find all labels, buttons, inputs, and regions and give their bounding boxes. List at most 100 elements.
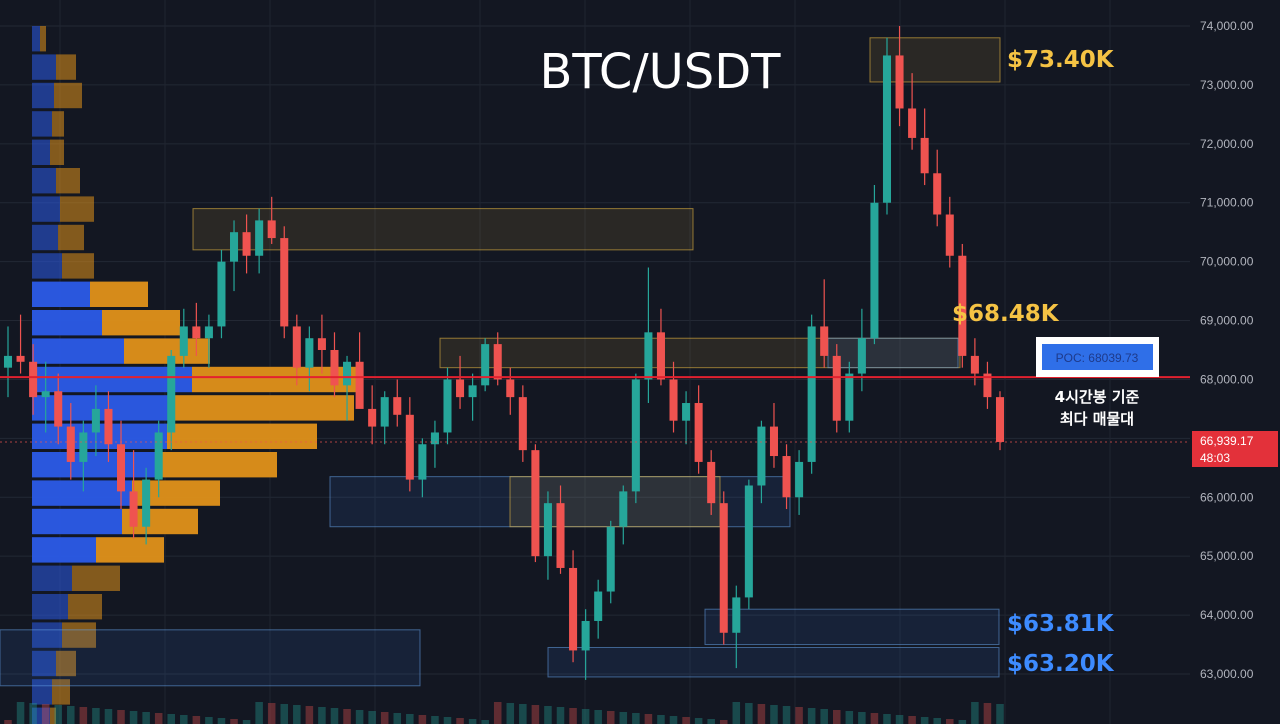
volume-bar-up (32, 54, 56, 80)
price-tick-label: 64,000.00 (1200, 608, 1254, 622)
volume-bar (129, 711, 138, 724)
candle-body (970, 355, 979, 374)
candle-body (744, 485, 753, 598)
candle-body (631, 379, 640, 492)
volume-bar (971, 702, 979, 724)
volume-bar-down (62, 622, 96, 648)
candle-body (569, 567, 578, 651)
volume-bar (870, 713, 879, 724)
candle-body (606, 526, 615, 592)
candle-body (543, 503, 552, 557)
candle-body (644, 332, 653, 380)
volume-bar-up (32, 111, 52, 137)
volume-bar-down (162, 452, 277, 478)
volume-bar (456, 718, 464, 724)
volume-bar-down (50, 139, 64, 165)
candle-body (179, 326, 188, 356)
volume-bar (255, 702, 263, 724)
price-tick-label: 68,000.00 (1200, 372, 1254, 386)
candle-body (958, 255, 967, 356)
volume-bar (556, 707, 565, 724)
volume-bar (657, 715, 665, 724)
candle-body (29, 361, 38, 398)
volume-bar (468, 719, 477, 724)
poc-box[interactable] (1042, 344, 1153, 370)
volume-bar (544, 706, 552, 724)
volume-bar (669, 716, 678, 724)
poc-label: POC: 68039.73 (1056, 351, 1139, 365)
candle-body (581, 620, 590, 651)
candle-body (769, 426, 778, 457)
volume-bar (104, 709, 113, 724)
poc-note-line2: 최다 매물대 (1060, 410, 1134, 428)
candle-body (493, 344, 502, 380)
volume-bar (946, 719, 954, 724)
volume-bar (4, 720, 12, 724)
volume-bar-down (167, 423, 317, 449)
volume-bar (619, 712, 628, 724)
candle-body (870, 202, 879, 339)
candle-body (845, 373, 854, 421)
candle-body (405, 414, 414, 480)
volume-bar (757, 704, 766, 724)
volume-bar (807, 708, 816, 724)
candle-body (418, 444, 427, 480)
volume-bar (958, 720, 967, 724)
candle-body (656, 332, 665, 380)
volume-bar (506, 703, 515, 724)
volume-bar-down (56, 650, 76, 677)
volume-bar (393, 713, 402, 724)
candles (3, 26, 1005, 724)
volume-bar-up (32, 650, 56, 677)
volume-bar-down (124, 338, 210, 364)
level-label-63-20k: $63.20K (1007, 651, 1115, 677)
volume-bar (406, 714, 414, 724)
candle-body (807, 326, 816, 462)
volume-bar-down (50, 707, 56, 724)
volume-bar-down (40, 26, 46, 52)
candle-body (908, 108, 917, 138)
candle-body (857, 338, 866, 374)
volume-bar (16, 702, 25, 724)
volume-bar (770, 705, 778, 724)
candle-body (380, 397, 389, 427)
candle-body (142, 479, 151, 527)
volume-bar (883, 714, 891, 724)
candle-body (3, 355, 13, 368)
candle-body (782, 456, 791, 498)
candle-body (556, 503, 565, 568)
candle-body (707, 461, 716, 504)
volume-bar (858, 712, 866, 724)
candle-body (506, 379, 515, 398)
level-label-63-81k: $63.81K (1007, 611, 1115, 637)
volume-bar-up (32, 310, 102, 336)
candle-body (456, 379, 465, 398)
volume-bar (531, 705, 540, 724)
price-tick-label: 70,000.00 (1200, 255, 1254, 269)
volume-bar (280, 704, 289, 724)
candle-body (694, 403, 703, 462)
volume-bar-down (68, 594, 102, 620)
volume-bar (180, 715, 188, 724)
candle-body (430, 432, 439, 445)
volume-bar (355, 710, 364, 724)
volume-bar (380, 712, 389, 724)
zone-63-20k (547, 646, 1000, 678)
price-tick-label: 66,000.00 (1200, 490, 1254, 504)
candle-body (230, 232, 239, 262)
candle-body (16, 355, 25, 362)
volume-bar-up (32, 224, 58, 251)
volume-bar-up (32, 253, 62, 279)
volume-bar (305, 706, 314, 724)
volume-bar (632, 713, 640, 724)
volume-bar-up (32, 139, 50, 165)
volume-bar-up (32, 281, 90, 307)
candle-body (154, 432, 163, 480)
volume-bar-up (32, 707, 50, 724)
volume-bar (41, 704, 50, 724)
countdown-value: 48:03 (1200, 451, 1230, 465)
volume-bar-down (172, 395, 354, 421)
volume-bar-up (32, 395, 172, 421)
